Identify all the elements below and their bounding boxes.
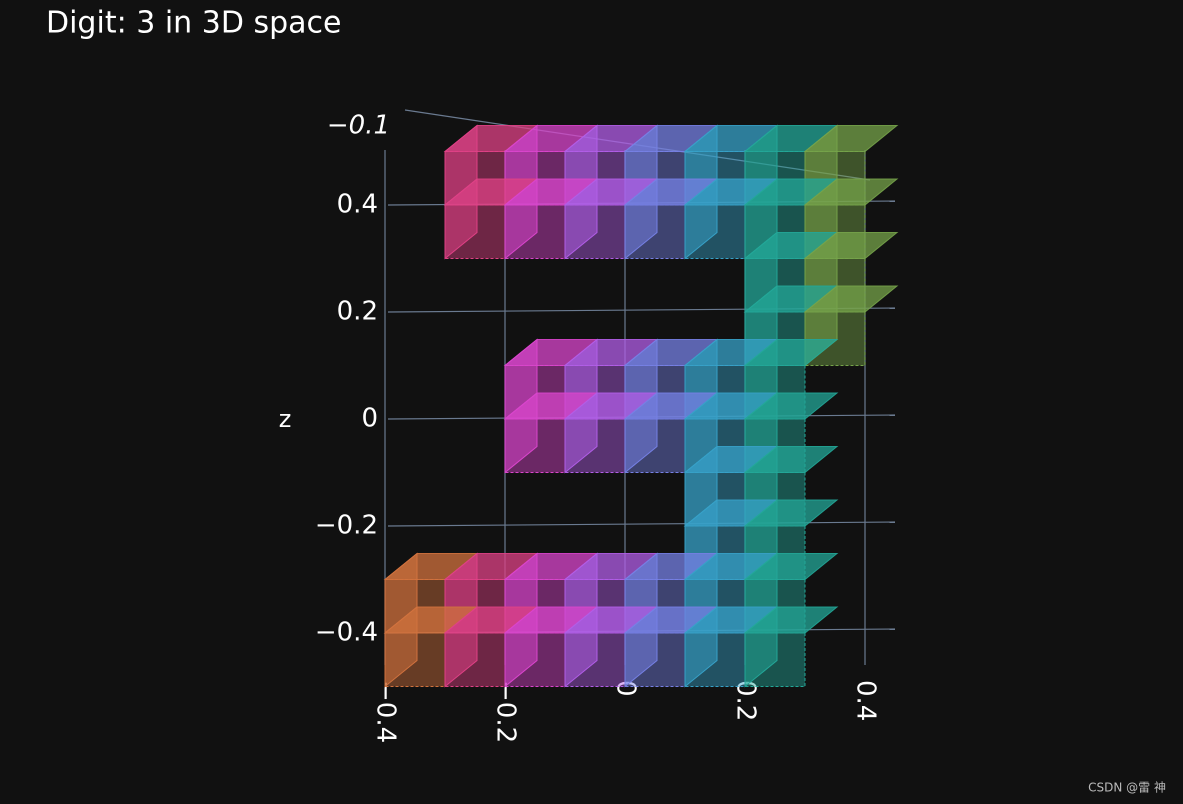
y-tick-label: −0.1 [327,111,390,141]
voxel-point [503,391,599,474]
z-tick-label: 0 [361,404,378,434]
voxel-front [384,632,446,687]
voxel-front [444,632,506,687]
voxel-front [624,632,686,687]
voxel-point [683,605,779,688]
voxel-front [744,632,806,687]
voxel-front [564,418,626,473]
voxel-front [504,204,566,259]
voxel-point [503,177,599,260]
x-tick-label: 0 [611,680,641,697]
z-axis-label: z [279,405,292,433]
z-tick-label: 0.2 [337,297,378,327]
z-tick-label: −0.4 [315,618,378,648]
z-tick-label: 0.4 [337,190,378,220]
voxel-front [624,204,686,259]
voxel-point [623,177,719,260]
voxel-point [563,391,659,474]
voxel-front [564,632,626,687]
voxel-front [504,632,566,687]
voxel-front [624,418,686,473]
voxel-point [443,605,539,688]
voxel-point [743,605,839,688]
voxel-front [684,204,746,259]
voxel-front [504,418,566,473]
x-tick-label: 0.4 [851,680,881,721]
voxel-point [383,605,479,688]
voxel-front [684,632,746,687]
z-tick-label: −0.2 [315,511,378,541]
x-tick-label: −0.4 [371,680,401,743]
voxel-point [683,177,779,260]
grid-line [387,521,896,527]
voxel-point [563,605,659,688]
voxel-point [623,391,719,474]
voxel-front [744,258,806,313]
voxel-point [623,605,719,688]
x-tick-label: −0.2 [491,680,521,743]
voxel-front [444,204,506,259]
watermark: CSDN @雷 神 [1088,781,1166,795]
voxel-front [564,204,626,259]
voxel-point [563,177,659,260]
chart-title: Digit: 3 in 3D space [46,6,341,41]
